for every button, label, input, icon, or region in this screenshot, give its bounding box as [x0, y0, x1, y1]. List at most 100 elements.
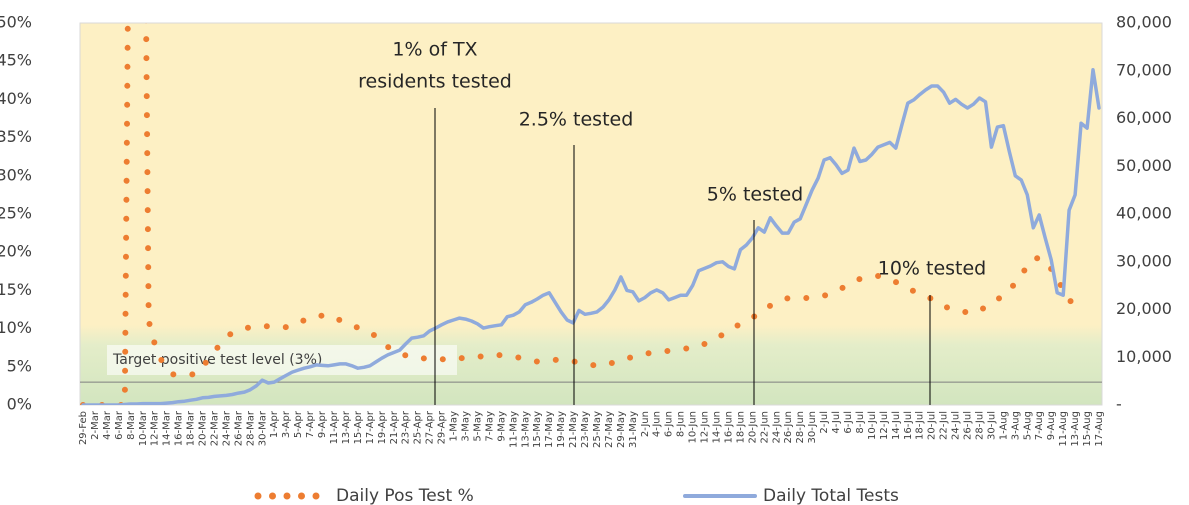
x-tick-label: 9-May [496, 411, 507, 442]
x-tick-label: 11-Apr [329, 410, 340, 444]
plot-border [79, 22, 1103, 406]
y-tick-label: 15% [0, 280, 32, 299]
x-tick-label: 3-Apr [281, 410, 292, 438]
x-tick-label: 5-Apr [293, 410, 304, 438]
annotation-text: 10% tested [878, 258, 987, 280]
x-tick-label: 31-May [628, 411, 639, 448]
x-tick-label: 28-Mar [245, 410, 256, 446]
y2-tick-label: 50,000 [1116, 156, 1172, 175]
y-tick-label: 10% [0, 318, 32, 337]
x-tick-label: 17-Aug [1094, 411, 1105, 447]
x-tick-label: 11-May [508, 411, 519, 448]
series-group [80, 23, 1101, 405]
x-tick-label: 29-Feb [78, 411, 89, 445]
x-tick-label: 19-Apr [377, 410, 388, 444]
x-tick-label: 1-May [449, 411, 460, 442]
x-tick-label: 25-Apr [413, 410, 424, 444]
x-tick-label: 2-Mar [90, 410, 101, 440]
y2-tick-label: 30,000 [1116, 251, 1172, 270]
x-tick-label: 26-Jul [963, 411, 974, 440]
target-label: Target positive test level (3%) [112, 352, 322, 368]
x-tick-label: 9-Apr [317, 410, 328, 438]
x-tick-label: 4-Jul [831, 411, 842, 434]
x-tick-label: 18-Jul [915, 411, 926, 440]
x-tick-label: 6-Jul [843, 411, 854, 434]
x-tick-label: 13-Aug [1070, 411, 1081, 447]
x-tick-label: 30-Jul [986, 411, 997, 440]
x-tick-label: 15-May [532, 411, 543, 448]
x-tick-label: 24-Jun [771, 411, 782, 444]
annotation-text: 5% tested [707, 184, 803, 206]
x-tick-label: 7-May [484, 411, 495, 442]
x-tick-label: 14-Jun [712, 411, 723, 444]
pos-line [80, 23, 1085, 405]
x-tick-label: 2-Jun [640, 411, 651, 437]
x-tick-label: 14-Mar [162, 410, 173, 446]
x-tick-label: 10-Jun [688, 411, 699, 444]
x-tick-label: 29-Apr [437, 410, 448, 444]
x-tick-label: 12-Jul [879, 411, 890, 440]
x-tick-label: 25-May [592, 411, 603, 448]
x-tick-label: 12-Jun [700, 411, 711, 444]
x-tick-label: 17-May [544, 411, 555, 448]
x-tick-label: 6-Jun [664, 411, 675, 437]
x-tick-label: 24-Jul [951, 411, 962, 440]
x-tick-label: 20-Jul [927, 411, 938, 440]
x-tick-label: 7-Aug [1034, 411, 1045, 440]
x-tick-label: 29-May [616, 411, 627, 448]
y2-tick-label: 40,000 [1116, 204, 1172, 223]
x-tick-label: 10-Jul [867, 411, 878, 440]
y-tick-label: 20% [0, 242, 32, 261]
y-tick-label: 35% [0, 127, 32, 146]
x-tick-label: 1-Aug [998, 411, 1009, 440]
x-tick-label: 10-Mar [138, 410, 149, 446]
x-tick-label: 13-Apr [341, 410, 352, 444]
x-tick-label: 4-Jun [652, 411, 663, 437]
y-tick-label: 0% [7, 395, 32, 414]
legend-label: Daily Total Tests [763, 486, 899, 505]
x-tick-label: 16-Jul [903, 411, 914, 440]
x-tick-label: 24-Mar [221, 410, 232, 446]
x-tick-label: 27-Apr [425, 410, 436, 444]
annotation-text: residents tested [358, 71, 512, 93]
legend-label: Daily Pos Test % [336, 486, 474, 505]
annotation-text: 1% of TX [392, 39, 477, 61]
y-tick-label: 50% [0, 13, 32, 32]
y2-tick-label: 70,000 [1116, 60, 1172, 79]
x-tick-label: 4-Mar [102, 410, 113, 440]
x-tick-label: 17-Apr [365, 410, 376, 444]
tests-line [81, 68, 1101, 405]
x-tick-label: 1-Apr [269, 410, 280, 438]
y2-tick-label: 80,000 [1116, 13, 1172, 32]
x-tick-label: 23-May [580, 411, 591, 448]
x-tick-label: 27-May [604, 411, 615, 448]
x-tick-label: 8-Jun [676, 411, 687, 437]
x-tick-label: 20-Mar [198, 410, 209, 446]
x-tick-label: 16-Jun [723, 411, 734, 444]
x-tick-label: 21-Apr [389, 410, 400, 444]
y-tick-label: 5% [7, 356, 32, 375]
x-tick-label: 22-Jun [759, 411, 770, 444]
y-tick-label: 30% [0, 165, 32, 184]
x-tick-label: 22-Mar [209, 410, 220, 446]
y-tick-label: 25% [0, 204, 32, 223]
x-tick-label: 8-Mar [126, 410, 137, 440]
x-tick-label: 23-Apr [401, 410, 412, 444]
x-tick-label: 8-Jul [855, 411, 866, 434]
x-tick-label: 12-Mar [150, 410, 161, 446]
x-tick-label: 3-May [460, 411, 471, 442]
x-tick-label: 16-Mar [174, 410, 185, 446]
y2-tick-label: - [1116, 395, 1122, 414]
x-tick-label: 13-May [520, 411, 531, 448]
x-tick-label: 26-Mar [233, 410, 244, 446]
y2-tick-label: 20,000 [1116, 299, 1172, 318]
y-tick-label: 40% [0, 89, 32, 108]
x-tick-label: 15-Apr [353, 410, 364, 444]
x-tick-label: 26-Jun [783, 411, 794, 444]
x-tick-label: 18-Jun [735, 411, 746, 444]
x-tick-label: 18-Mar [186, 410, 197, 446]
x-tick-label: 14-Jul [891, 411, 902, 440]
x-tick-label: 3-Aug [1010, 411, 1021, 440]
x-tick-label: 30-Mar [257, 410, 268, 446]
